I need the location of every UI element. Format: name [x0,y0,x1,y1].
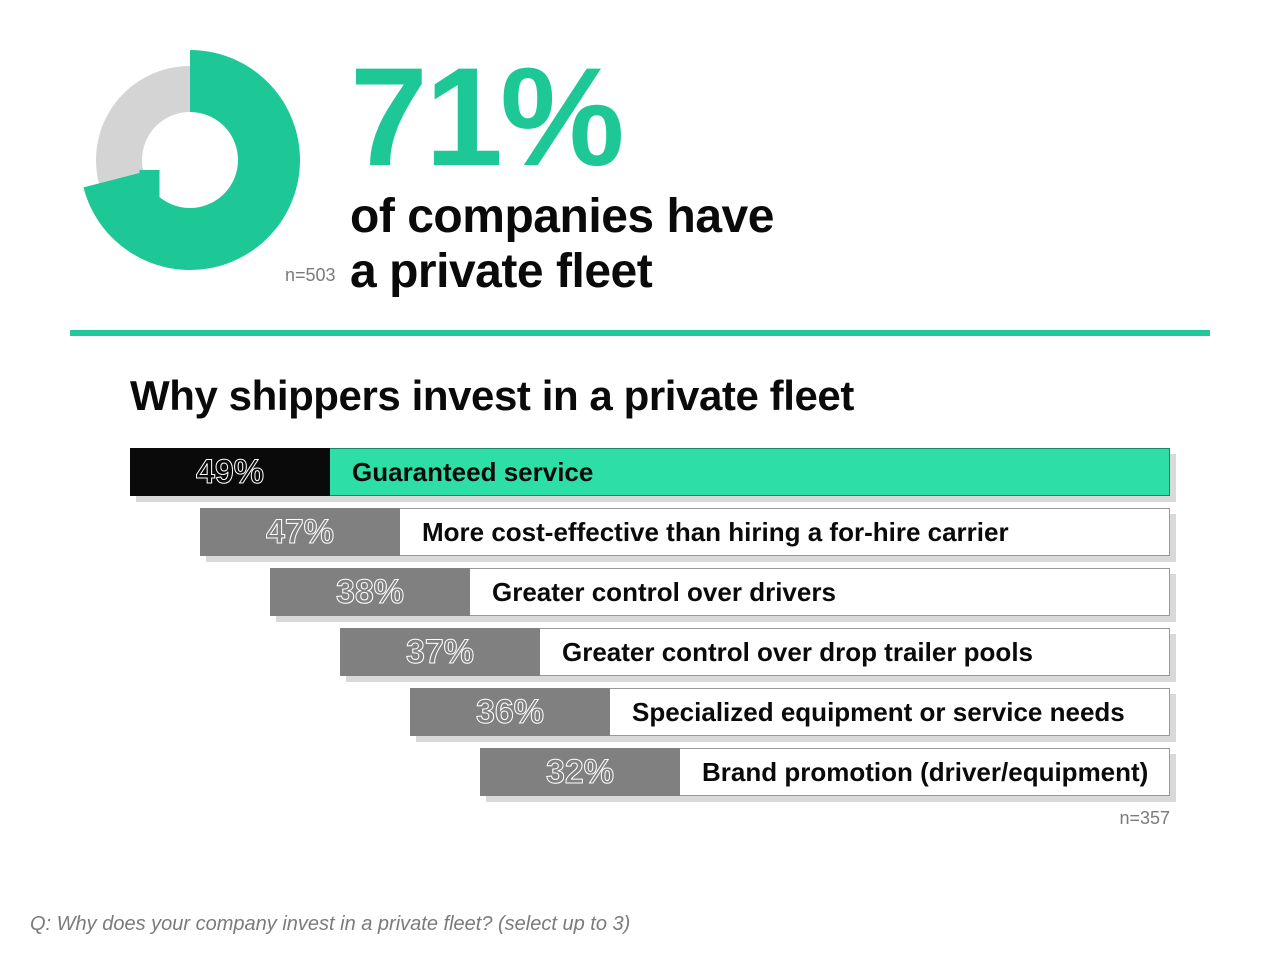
sample-size-bottom: n=357 [130,808,1170,829]
bar-row: 47%More cost-effective than hiring a for… [200,508,1170,556]
headline-section: n=503 71% of companies have a private fl… [70,40,1210,300]
headline-text-block: 71% of companies have a private fleet [350,40,1210,299]
bar-row: 32%Brand promotion (driver/equipment) [480,748,1170,796]
sample-size-top: n=503 [285,265,336,286]
bar-percent: 32% [480,748,680,796]
bar-row: 49%Guaranteed service [130,448,1170,496]
bar-label: Specialized equipment or service needs [610,688,1170,736]
bar-row: 36%Specialized equipment or service need… [410,688,1170,736]
bar-label: Greater control over drivers [470,568,1170,616]
bar-section-title: Why shippers invest in a private fleet [130,372,1210,420]
headline-subtitle-line2: a private fleet [350,245,652,298]
section-divider [70,330,1210,336]
bar-section: Why shippers invest in a private fleet 4… [70,372,1210,829]
bar-label: Guaranteed service [330,448,1170,496]
survey-question-footnote: Q: Why does your company invest in a pri… [30,913,630,936]
bar-percent: 38% [270,568,470,616]
bar-percent: 49% [130,448,330,496]
headline-percent: 71% [350,50,1210,183]
bar-label: Greater control over drop trailer pools [540,628,1170,676]
bar-row: 38%Greater control over drivers [270,568,1170,616]
donut-chart: n=503 [70,40,310,300]
headline-subtitle: of companies have a private fleet [350,189,1210,299]
bar-percent: 36% [410,688,610,736]
bar-chart: 49%Guaranteed service 47%More cost-effect… [130,448,1170,796]
headline-subtitle-line1: of companies have [350,190,774,243]
bar-label: More cost-effective than hiring a for-hi… [400,508,1170,556]
bar-percent: 47% [200,508,400,556]
bar-label: Brand promotion (driver/equipment) [680,748,1170,796]
bar-percent: 37% [340,628,540,676]
bar-row: 37%Greater control over drop trailer poo… [340,628,1170,676]
